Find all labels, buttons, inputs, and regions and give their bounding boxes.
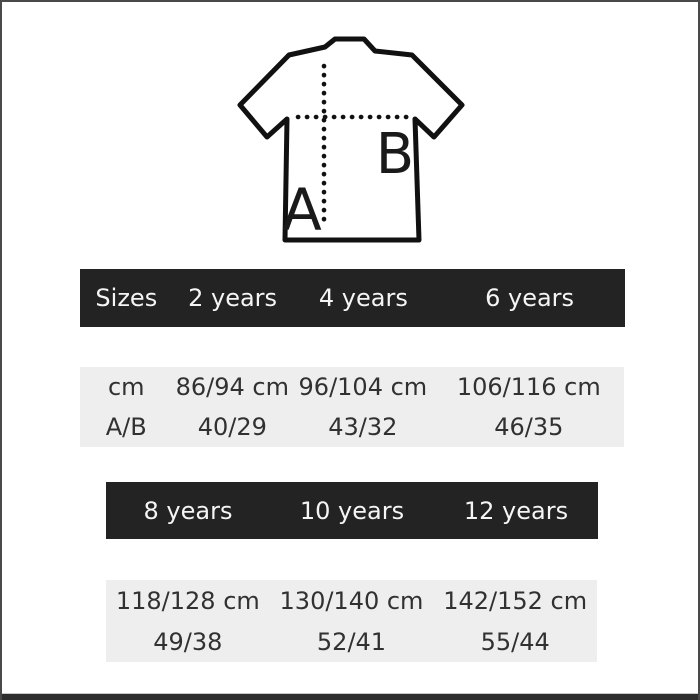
size-group-1-header: Sizes 2 years 4 years 6 years xyxy=(80,269,625,327)
header-cell-10-years: 10 years xyxy=(299,496,405,525)
table-cell: 96/104 cm xyxy=(298,373,428,401)
table-cell: 52/41 xyxy=(316,627,387,656)
header-cell-6-years: 6 years xyxy=(485,284,575,312)
bottom-partial-header-bar xyxy=(2,693,698,700)
table-cell: 49/38 xyxy=(153,627,223,656)
header-cell-sizes: Sizes xyxy=(95,284,158,312)
size-group-1-table: cm 86/94 cm 96/104 cm 106/116 cm A/B 40/… xyxy=(80,367,624,447)
header-cell-8-years: 8 years xyxy=(143,496,233,525)
table-cell: 55/44 xyxy=(480,627,550,656)
header-cell-12-years: 12 years xyxy=(463,496,569,525)
table-cell: 40/29 xyxy=(197,413,267,441)
size-group-2-table: 118/128 cm 130/140 cm 142/152 cm 49/38 5… xyxy=(106,580,597,662)
header-cell-4-years: 4 years xyxy=(318,284,408,312)
measure-b-label: B xyxy=(376,122,414,187)
table-cell: A/B xyxy=(105,413,147,441)
table-cell: 46/35 xyxy=(494,413,564,441)
size-group-2-header: 8 years 10 years 12 years xyxy=(106,482,598,539)
table-cell: 142/152 cm xyxy=(443,586,588,615)
table-cell: 86/94 cm xyxy=(175,373,289,401)
header-cell-2-years: 2 years xyxy=(188,284,278,312)
table-cell: 43/32 xyxy=(328,413,398,441)
table-cell: 118/128 cm xyxy=(115,586,260,615)
tshirt-diagram: A B xyxy=(237,36,465,244)
table-cell: 130/140 cm xyxy=(279,586,424,615)
measure-a-label: A xyxy=(282,176,322,244)
tshirt-outline xyxy=(237,36,465,243)
table-cell: cm xyxy=(107,373,145,401)
table-cell: 106/116 cm xyxy=(456,373,601,401)
